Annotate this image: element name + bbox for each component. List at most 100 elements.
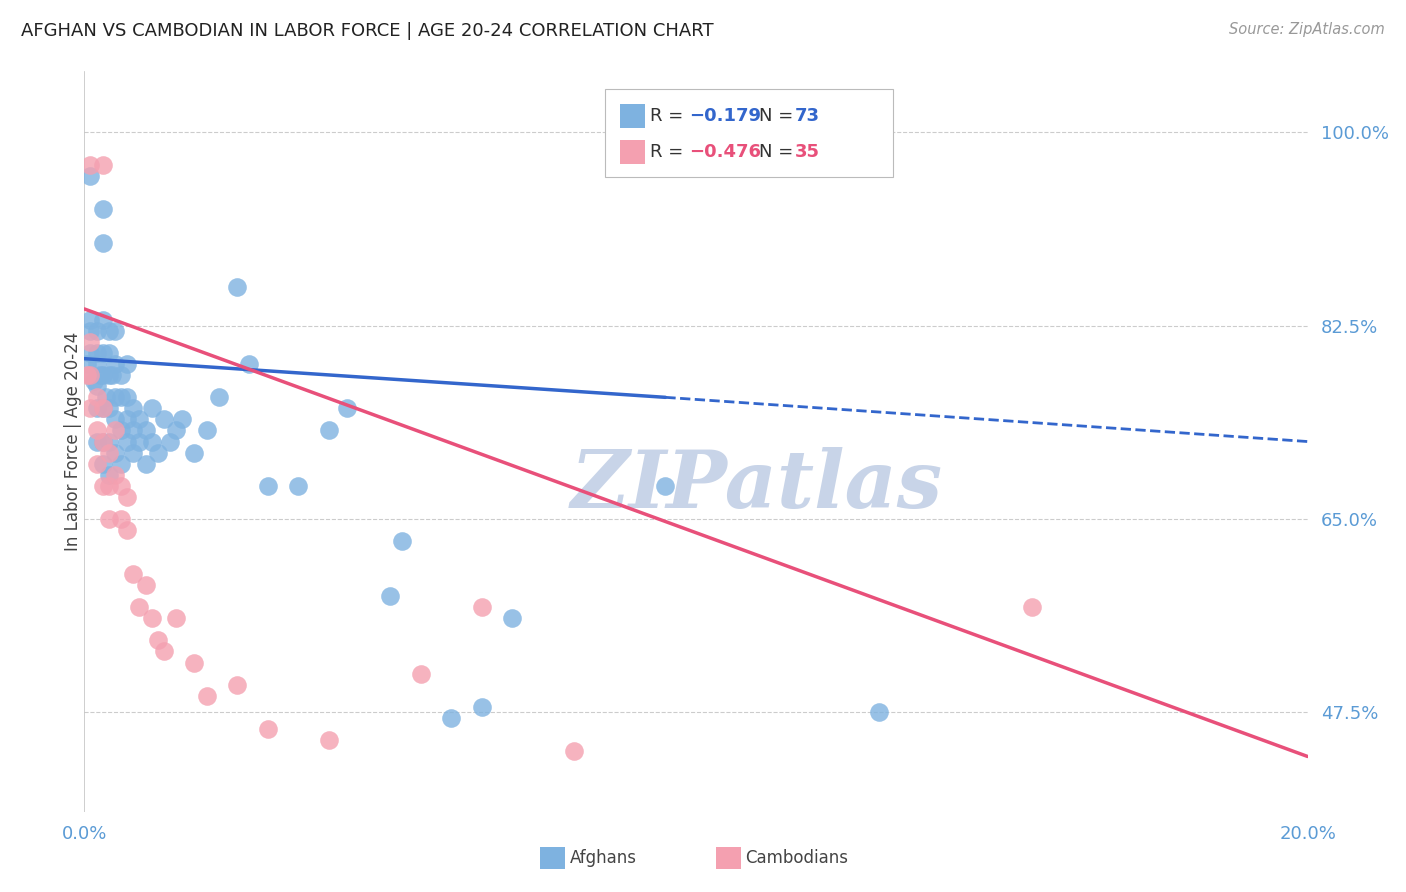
Text: 73: 73: [794, 107, 820, 125]
Point: [122, 567, 145, 582]
Point: [97, 346, 120, 360]
Point: [79, 169, 101, 184]
Point: [122, 424, 145, 438]
Point: [79, 335, 101, 350]
Point: [110, 390, 132, 404]
Point: [91, 346, 114, 360]
Point: [91, 235, 114, 250]
Text: R =: R =: [650, 143, 689, 161]
Text: R =: R =: [650, 107, 689, 125]
Point: [146, 633, 169, 648]
Point: [91, 401, 114, 416]
Point: [91, 434, 114, 449]
Point: [226, 678, 249, 692]
Point: [97, 368, 120, 383]
Point: [110, 479, 132, 493]
Point: [91, 202, 114, 217]
Point: [101, 368, 124, 383]
Point: [440, 711, 463, 725]
Point: [141, 611, 163, 625]
Point: [115, 412, 138, 426]
Point: [115, 357, 138, 371]
Point: [128, 412, 150, 426]
Point: [318, 732, 340, 747]
Point: [195, 689, 218, 703]
Point: [122, 401, 145, 416]
Point: [165, 611, 187, 625]
Point: [86, 379, 108, 393]
Point: [172, 412, 194, 426]
Point: [391, 533, 413, 548]
Point: [104, 390, 127, 404]
Point: [104, 424, 127, 438]
Point: [94, 390, 117, 404]
Point: [195, 424, 218, 438]
Point: [146, 445, 169, 459]
Point: [91, 313, 114, 327]
Point: [104, 467, 127, 482]
Point: [122, 445, 145, 459]
Text: N =: N =: [759, 143, 799, 161]
Point: [97, 324, 120, 338]
Point: [91, 158, 114, 172]
Point: [502, 611, 524, 625]
Point: [97, 434, 120, 449]
Point: [208, 390, 231, 404]
Point: [380, 589, 402, 603]
Point: [128, 434, 150, 449]
Point: [91, 457, 114, 471]
Text: Source: ZipAtlas.com: Source: ZipAtlas.com: [1229, 22, 1385, 37]
Point: [654, 479, 676, 493]
Point: [562, 744, 585, 758]
Point: [135, 578, 157, 592]
Point: [104, 324, 127, 338]
Point: [141, 434, 163, 449]
Point: [104, 357, 127, 371]
Point: [79, 368, 101, 383]
Point: [86, 401, 108, 416]
Point: [115, 523, 138, 537]
Point: [104, 445, 127, 459]
Point: [86, 346, 108, 360]
Point: [159, 434, 181, 449]
Point: [238, 357, 260, 371]
Point: [86, 390, 108, 404]
Text: −0.179: −0.179: [689, 107, 761, 125]
Point: [318, 424, 340, 438]
Point: [257, 479, 280, 493]
Point: [153, 412, 176, 426]
Point: [110, 424, 132, 438]
Point: [409, 666, 432, 681]
Point: [91, 368, 114, 383]
Point: [76, 368, 98, 383]
Text: ZIPatlas: ZIPatlas: [571, 447, 943, 524]
Point: [110, 512, 132, 526]
Point: [79, 313, 101, 327]
Text: N =: N =: [759, 107, 799, 125]
Point: [79, 346, 101, 360]
Point: [86, 457, 108, 471]
Point: [97, 467, 120, 482]
Point: [83, 374, 105, 388]
Point: [97, 401, 120, 416]
Point: [110, 457, 132, 471]
Point: [128, 600, 150, 615]
Text: −0.476: −0.476: [689, 143, 761, 161]
Text: 35: 35: [794, 143, 820, 161]
Point: [869, 706, 891, 720]
Point: [153, 644, 176, 658]
Point: [86, 424, 108, 438]
Point: [257, 722, 280, 736]
Point: [110, 368, 132, 383]
Text: Afghans: Afghans: [569, 849, 637, 867]
Point: [91, 401, 114, 416]
Text: AFGHAN VS CAMBODIAN IN LABOR FORCE | AGE 20-24 CORRELATION CHART: AFGHAN VS CAMBODIAN IN LABOR FORCE | AGE…: [21, 22, 714, 40]
Point: [165, 424, 187, 438]
Point: [115, 390, 138, 404]
Point: [226, 280, 249, 294]
Point: [91, 479, 114, 493]
Point: [135, 457, 157, 471]
Point: [115, 434, 138, 449]
Point: [79, 401, 101, 416]
Point: [97, 445, 120, 459]
